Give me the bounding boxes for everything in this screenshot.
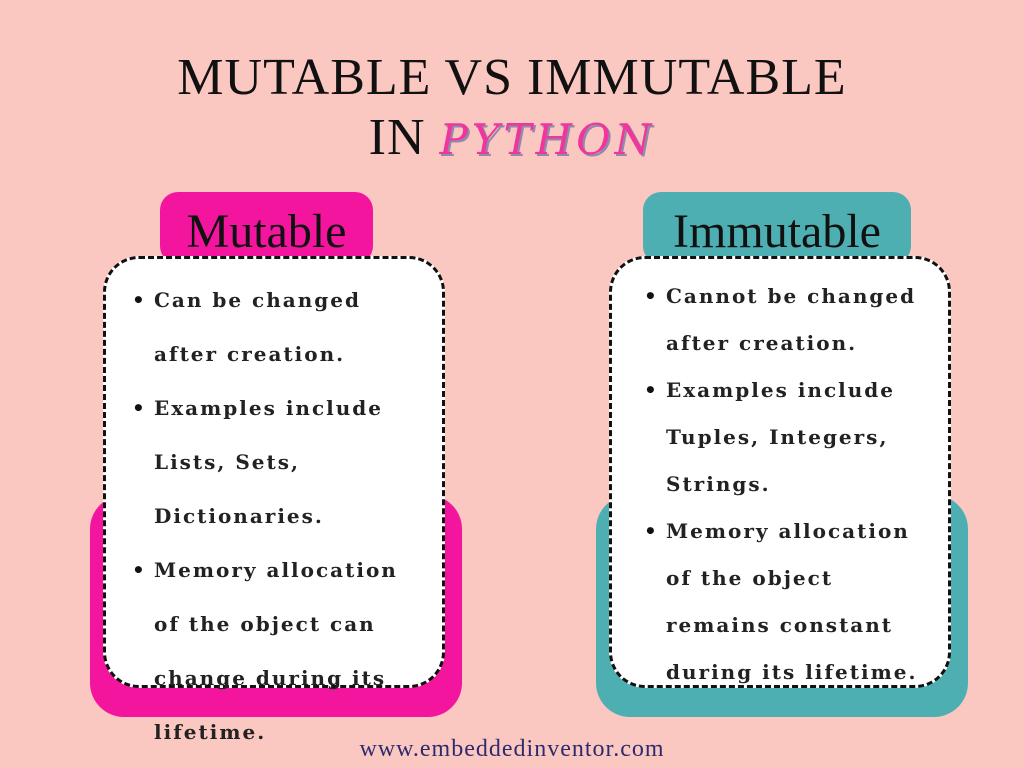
mutable-heading-box bbox=[160, 192, 373, 264]
mutable-heading: Mutable bbox=[186, 205, 347, 258]
immutable-item: Cannot be changed after creation. bbox=[644, 273, 934, 367]
mutable-list: Can be changed after creation. Examples … bbox=[132, 273, 428, 759]
immutable-heading: Immutable bbox=[673, 205, 881, 258]
title-line-2: IN PYTHON bbox=[0, 108, 1024, 167]
immutable-card: Cannot be changed after creation. Exampl… bbox=[609, 256, 951, 688]
footer-url[interactable]: www.embeddedinventor.com bbox=[359, 736, 665, 762]
immutable-item: Memory allocation of the object remains … bbox=[644, 508, 934, 696]
immutable-list: Cannot be changed after creation. Exampl… bbox=[644, 273, 934, 696]
mutable-item: Memory allocation of the object can chan… bbox=[132, 543, 428, 759]
immutable-heading-box bbox=[643, 192, 911, 264]
immutable-item: Examples include Tuples, Integers, Strin… bbox=[644, 367, 934, 508]
title-line-1: MUTABLE VS IMMUTABLE bbox=[177, 49, 847, 106]
title-python: PYTHON bbox=[439, 115, 656, 164]
title-in: IN bbox=[368, 109, 426, 166]
mutable-item: Can be changed after creation. bbox=[132, 273, 428, 381]
mutable-item: Examples include Lists, Sets, Dictionari… bbox=[132, 381, 428, 543]
mutable-card: Can be changed after creation. Examples … bbox=[103, 256, 445, 744]
